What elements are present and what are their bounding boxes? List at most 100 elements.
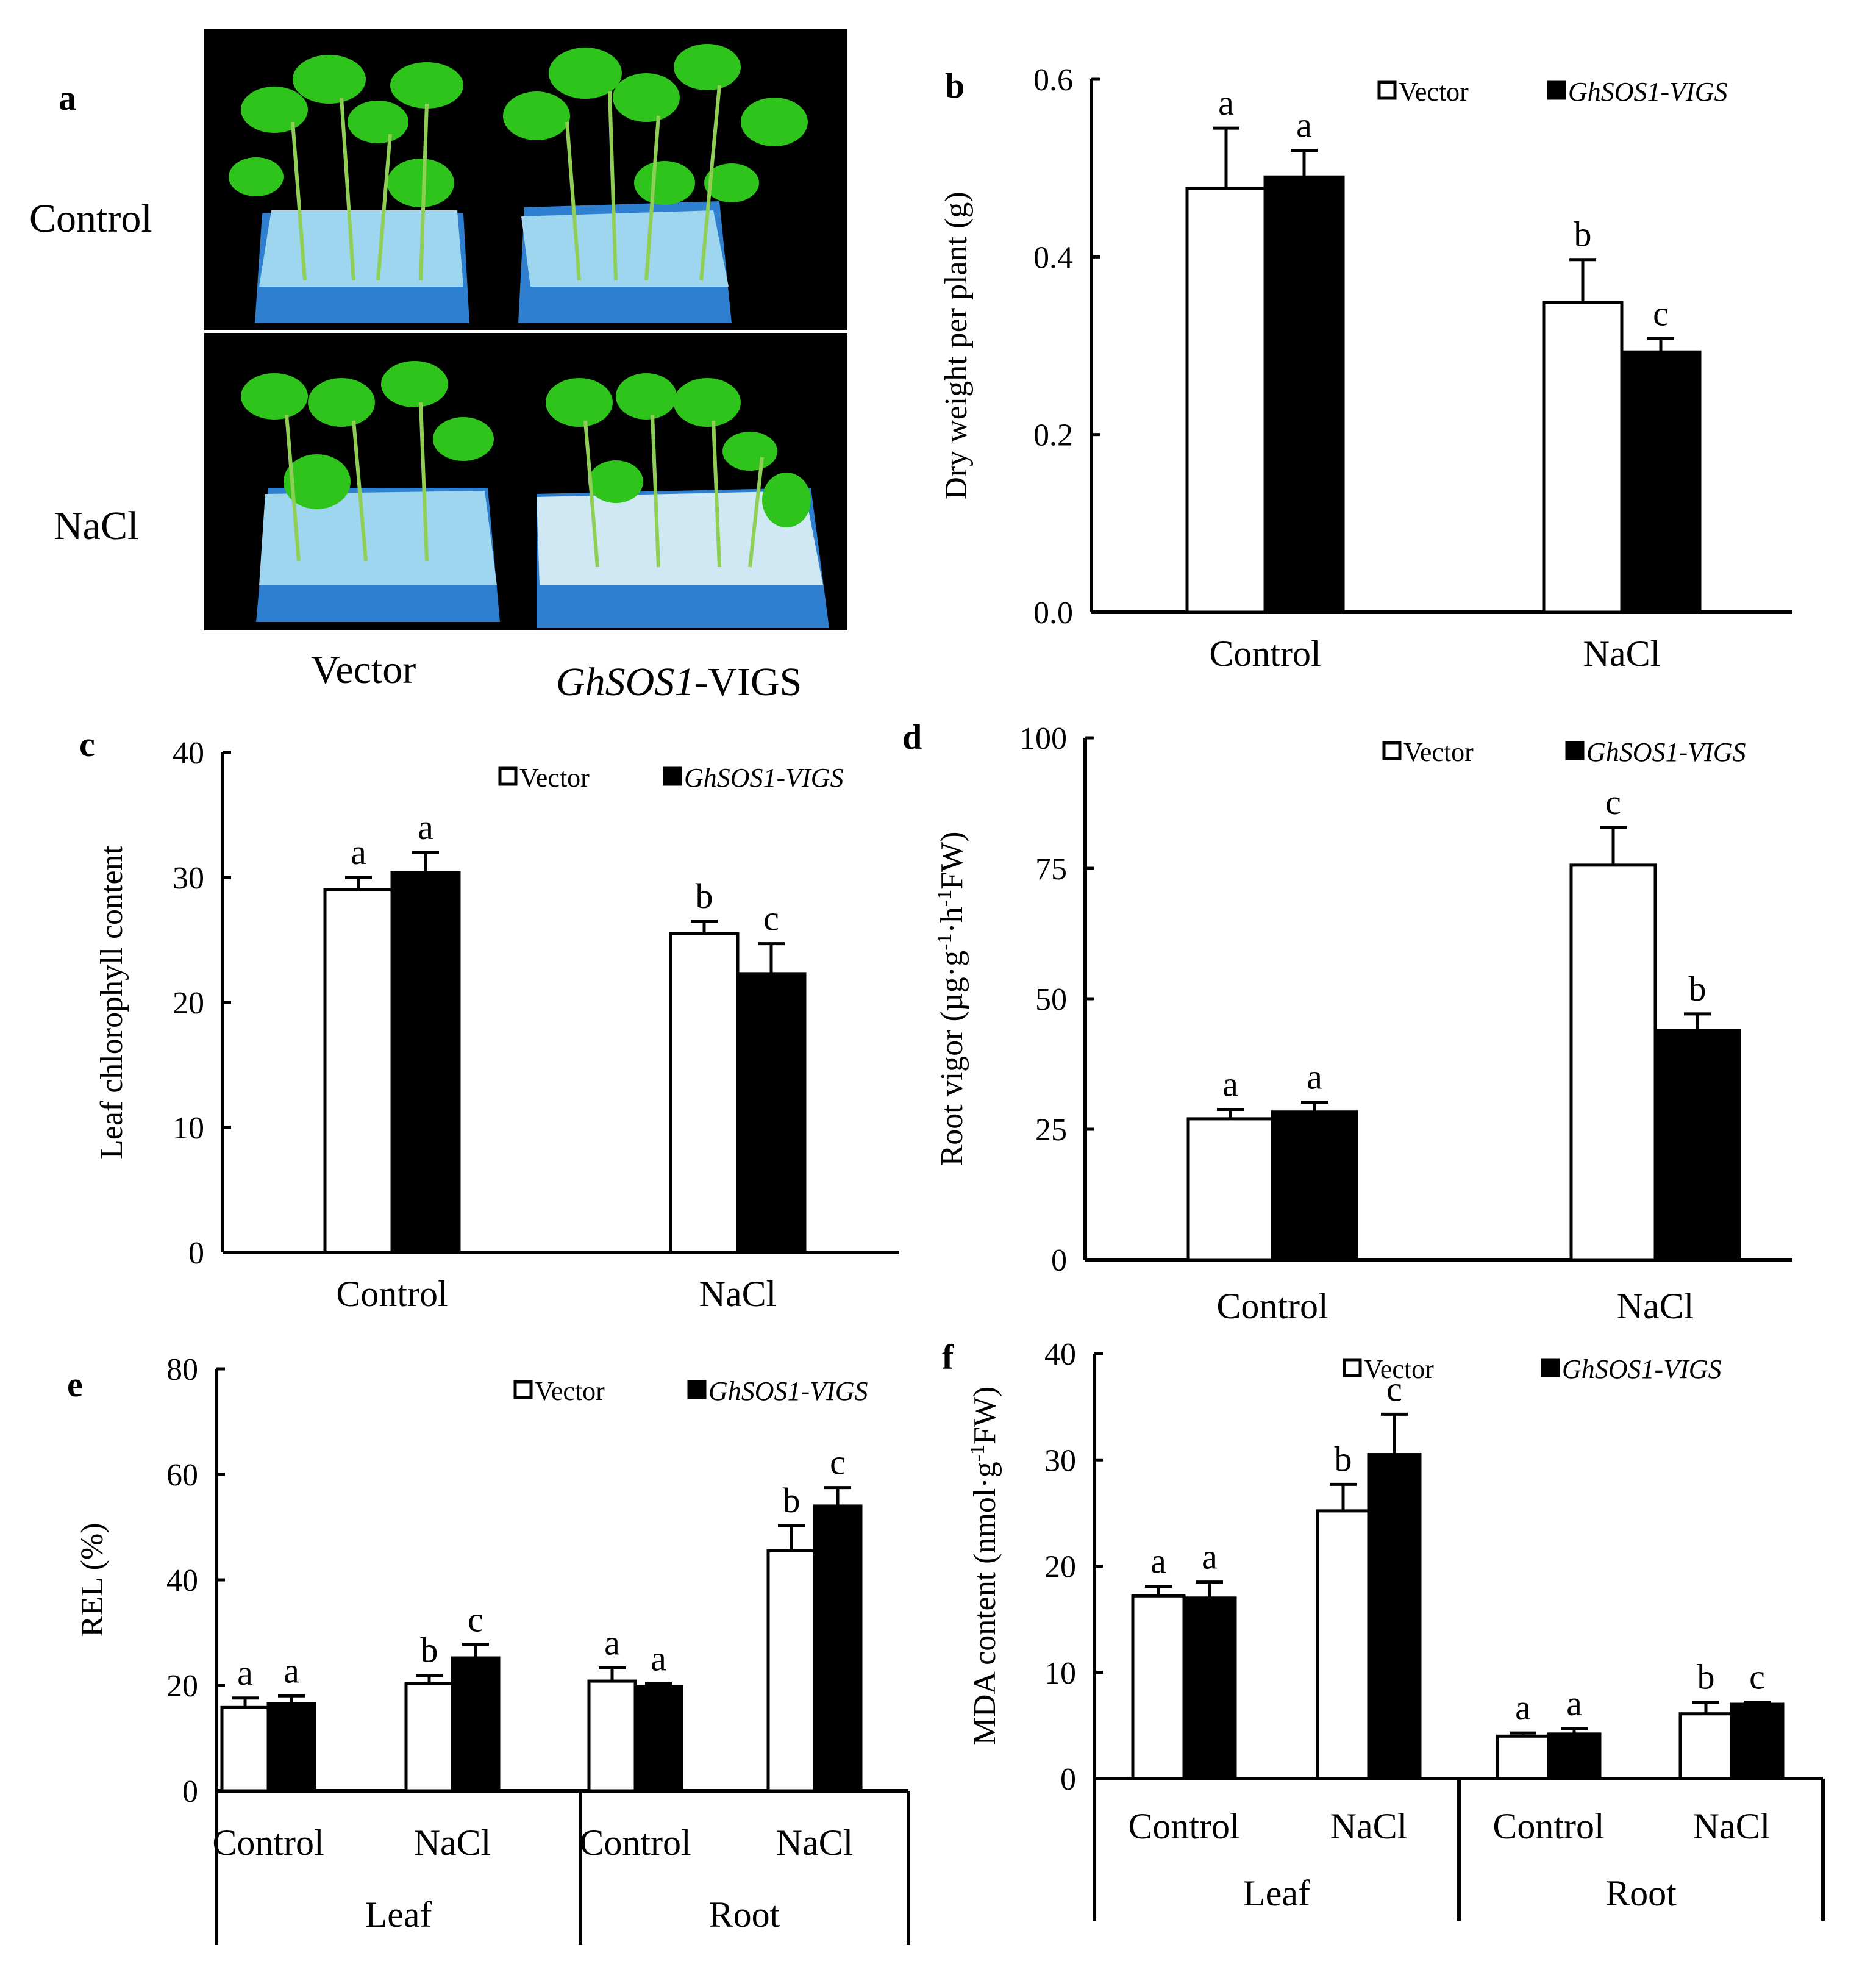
group-label-leaf: Leaf (365, 1894, 432, 1935)
y-axis-label-part: MDA content (nmol·g (968, 1462, 1002, 1745)
bar-vector (220, 1705, 270, 1793)
significance-letter: a (651, 1638, 666, 1678)
bar-vigs (813, 1504, 863, 1793)
significance-letter: c (1386, 1369, 1402, 1409)
significance-letter: a (1150, 1541, 1166, 1581)
legend-swatch-vector (1382, 741, 1402, 760)
significance-letter: b (421, 1630, 438, 1670)
bar-vector (1185, 187, 1267, 614)
y-axis-label-part: Root vigor (µg·g (935, 951, 969, 1166)
legend-label-vector: Vector (1399, 77, 1469, 107)
significance-letter: a (1296, 105, 1312, 145)
bar-vigs (1620, 350, 1702, 614)
y-axis-label-superscript: -1 (966, 1444, 989, 1462)
bar-vector (1316, 1509, 1371, 1780)
bar-vector (404, 1682, 454, 1793)
x-category-label: Control (579, 1823, 691, 1863)
legend-swatch-vector (1343, 1358, 1362, 1377)
y-axis-label-e: REL (%) (75, 1523, 110, 1637)
y-tick-label: 0 (1051, 1243, 1067, 1278)
legend-label-vigs: GhSOS1-VIGS (684, 763, 844, 793)
legend-swatch-vigs (1565, 741, 1585, 760)
y-tick-label: 40 (1044, 1337, 1076, 1372)
bar-vector (1542, 301, 1624, 614)
bar-vector (766, 1549, 816, 1793)
group-label-leaf: Leaf (1243, 1873, 1310, 1913)
row-label-nacl: NaCl (54, 504, 138, 548)
x-category-label: NaCl (699, 1274, 777, 1314)
y-tick-label: 100 (1019, 721, 1067, 756)
y-tick-label: 10 (1044, 1656, 1076, 1691)
significance-letter: a (237, 1653, 253, 1693)
bar-vigs (451, 1656, 501, 1793)
x-category-label: NaCl (1617, 1286, 1694, 1326)
y-tick-label: 10 (173, 1111, 204, 1146)
significance-letter: a (1218, 83, 1234, 123)
bar-vector (669, 932, 740, 1254)
foam-left-nacl (259, 491, 497, 585)
x-category-label: Control (336, 1274, 448, 1314)
chart-b-dry-weight: b 0.0 0.2 0.4 0.6 Dry weight per plant (g) a a C… (939, 63, 1792, 674)
significance-letter: a (1515, 1688, 1531, 1727)
legend-swatch-vigs (687, 1380, 707, 1399)
x-category-label: Control (1209, 634, 1321, 674)
significance-letter: a (1222, 1064, 1238, 1104)
y-axis-label-f: MDA content (nmol·g-1FW) (966, 1387, 1002, 1746)
significance-letter: a (284, 1651, 299, 1690)
y-tick-label: 75 (1035, 852, 1067, 887)
significance-letter: c (1749, 1657, 1765, 1697)
y-axis-label-d: Root vigor (µg·g-1·h-1FW) (933, 832, 969, 1166)
x-category-label: NaCl (776, 1823, 854, 1863)
stems-control (291, 85, 721, 281)
bar-vigs (1271, 1110, 1358, 1262)
x-category-label: Control (1128, 1806, 1239, 1846)
legend-label-vector: Vector (1364, 1354, 1434, 1384)
bar-vector (323, 888, 394, 1254)
y-tick-label: 0 (1060, 1762, 1076, 1797)
column-label-vigs-suffix: -VIGS (694, 660, 802, 704)
significance-letter: a (1202, 1537, 1218, 1577)
legend-label-vigs: GhSOS1-VIGS (1586, 737, 1746, 767)
significance-letter: c (1605, 782, 1621, 822)
x-category-label: NaCl (414, 1823, 491, 1863)
legend-label-vector: Vector (535, 1376, 605, 1406)
bar-vigs (390, 871, 461, 1254)
bar-vigs (1182, 1596, 1237, 1780)
y-axis-label-part: ·h (935, 907, 969, 933)
y-tick-label: 30 (1044, 1443, 1076, 1478)
chart-c-chlorophyll: c 0 10 20 30 40 Leaf chlorophyll content a a Cont… (79, 724, 899, 1314)
x-category-label: NaCl (1583, 634, 1661, 674)
y-axis-label-part: FW) (935, 832, 969, 890)
panel-letter-c: c (79, 724, 95, 764)
legend-swatch-vector (513, 1380, 533, 1399)
bar-vigs (633, 1685, 683, 1793)
y-tick-label: 20 (166, 1669, 198, 1704)
legend-label-vigs: GhSOS1-VIGS (708, 1376, 868, 1406)
bar-vector (587, 1679, 637, 1793)
group-label-root: Root (709, 1894, 780, 1935)
legend-swatch-vigs (1541, 1358, 1560, 1377)
significance-letter: b (1689, 969, 1707, 1009)
y-tick-label: 0.6 (1033, 63, 1073, 98)
photo-panel: a Control NaCl Vector GhSOS1-VIGS (29, 29, 847, 704)
significance-letter: c (763, 899, 779, 938)
panel-letter-f: f (942, 1337, 954, 1377)
significance-letter: c (468, 1599, 483, 1639)
y-tick-label: 0 (182, 1774, 198, 1809)
y-tick-label: 25 (1035, 1113, 1067, 1148)
x-category-label: NaCl (1330, 1806, 1408, 1846)
bar-vigs (736, 972, 807, 1254)
legend-swatch-vector (498, 766, 518, 786)
bar-vector (1496, 1734, 1550, 1780)
panel-letter-b: b (945, 66, 965, 105)
y-tick-label: 40 (166, 1563, 198, 1598)
y-tick-label: 20 (1044, 1550, 1076, 1585)
bar-vigs (266, 1702, 316, 1793)
bar-vector (1186, 1117, 1274, 1262)
leaves-nacl (241, 361, 811, 527)
panel-letter-a: a (59, 78, 76, 118)
x-category-label: Control (212, 1823, 324, 1863)
significance-letter: a (1307, 1057, 1322, 1096)
